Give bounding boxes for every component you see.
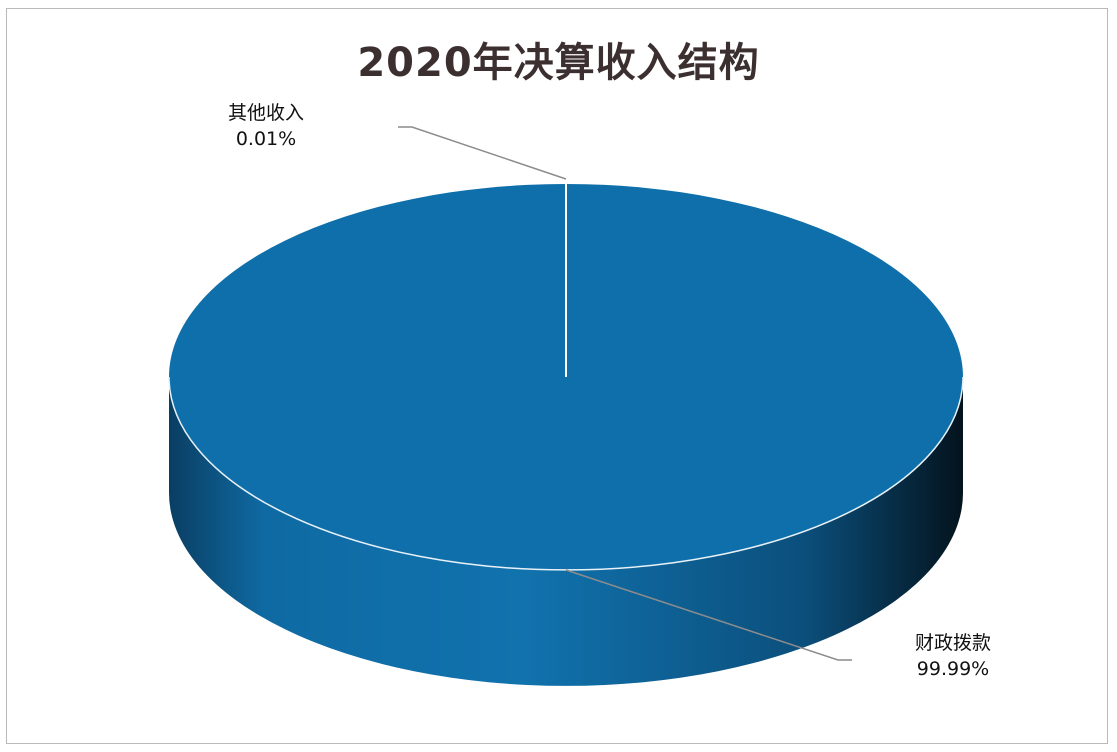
chart-title: 2020年决算收入结构 — [357, 40, 760, 86]
label-other-income: 其他收入 0.01% — [206, 100, 326, 152]
label-financial-allocation-value: 99.99% — [916, 658, 990, 680]
label-financial-allocation-name: 财政拨款 — [914, 632, 991, 654]
pie-side — [169, 377, 963, 686]
label-other-income-value: 0.01% — [235, 128, 297, 150]
label-financial-allocation: 财政拨款 99.99% — [888, 630, 1018, 682]
leader-line-financial — [565, 569, 852, 661]
label-other-income-name: 其他收入 — [227, 102, 304, 124]
leader-line-other — [398, 126, 567, 180]
